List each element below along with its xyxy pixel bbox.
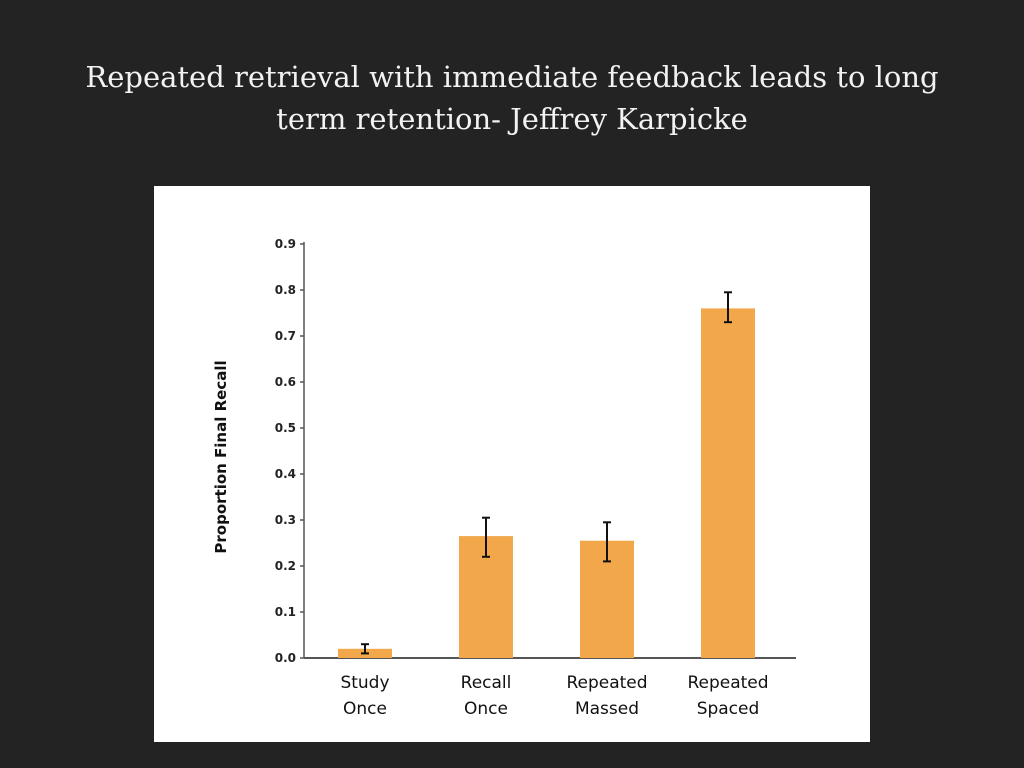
y-tick-label-3: 0.3 [275,513,296,527]
slide-title-line-1: Repeated retrieval with immediate feedba… [85,60,939,94]
y-tick-label-1: 0.1 [275,605,296,619]
category-label-0-0: Study [340,673,389,693]
y-axis-title: Proportion Final Recall [212,360,230,553]
error-bars [361,291,732,655]
category-label-3-0: Repeated [687,673,768,693]
slide-title-line-2: term retention- Jeffrey Karpicke [276,102,748,136]
category-label-2-0: Repeated [566,673,647,693]
category-label-1-0: Recall [461,673,512,693]
y-tick-label-2: 0.2 [275,559,296,573]
y-tick-label-8: 0.8 [275,283,296,297]
bar-chart: 0.0 0.1 0.2 0.3 0.4 0.5 0.6 0.7 0.8 0.9 Proportion… [212,237,796,719]
y-tick-label-5: 0.5 [275,421,296,435]
y-tick-label-4: 0.4 [275,467,296,481]
bar-3 [701,308,755,658]
slide-title: Repeated retrieval with immediate feedba… [60,56,964,140]
category-label-0-1: Once [343,699,387,719]
y-tick-label-9: 0.9 [275,237,296,251]
y-tick-label-7: 0.7 [275,329,296,343]
y-tick-label-0: 0.0 [275,651,296,665]
category-label-1-1: Once [464,699,508,719]
chart-panel: 0.0 0.1 0.2 0.3 0.4 0.5 0.6 0.7 0.8 0.9 Proportion… [154,186,870,742]
labels: 0.0 0.1 0.2 0.3 0.4 0.5 0.6 0.7 0.8 0.9 Proportion… [212,237,769,719]
y-tick-label-6: 0.6 [275,375,296,389]
category-label-2-1: Massed [575,699,639,719]
bars [338,308,755,658]
category-label-3-1: Spaced [697,699,760,719]
